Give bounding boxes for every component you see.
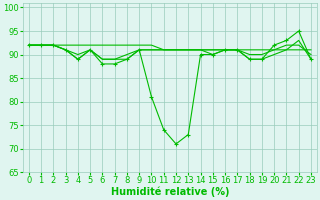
X-axis label: Humidité relative (%): Humidité relative (%) bbox=[111, 187, 229, 197]
